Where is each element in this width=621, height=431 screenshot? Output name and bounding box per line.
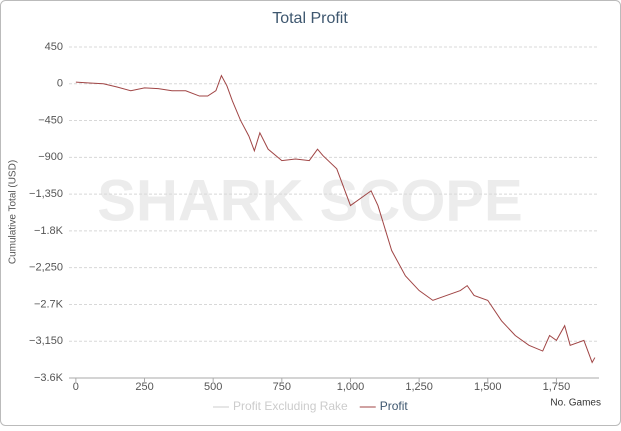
- x-tick-label: 1,500: [474, 381, 502, 393]
- x-tick-label: 250: [135, 381, 153, 393]
- legend-label: Profit: [380, 399, 409, 413]
- x-tick-label: 1,250: [405, 381, 433, 393]
- x-tick-label: 750: [273, 381, 291, 393]
- y-tick-label: 0: [57, 78, 63, 90]
- x-tick-label: 1,750: [543, 381, 571, 393]
- chart-title: Total Profit: [272, 10, 348, 27]
- legend-label: Profit Excluding Rake: [233, 399, 348, 413]
- y-tick-label: −1,350: [29, 188, 63, 200]
- x-tick-label: 500: [204, 381, 222, 393]
- y-tick-label: 450: [45, 41, 63, 53]
- x-axis-label: No. Games: [550, 398, 601, 409]
- y-tick-label: −2.7K: [34, 298, 64, 310]
- y-tick-label: −3,150: [29, 335, 63, 347]
- y-axis-label: Cumulative Total (USD): [8, 160, 19, 264]
- y-tick-label: −900: [38, 151, 63, 163]
- y-tick-label: −1.8K: [34, 225, 64, 237]
- x-tick-label: 0: [73, 381, 79, 393]
- y-tick-label: −3.6K: [34, 372, 64, 384]
- y-tick-label: −450: [38, 114, 63, 126]
- y-tick-label: −2,250: [29, 262, 63, 274]
- line: [75, 74, 596, 364]
- x-tick-label: 1,000: [337, 381, 365, 393]
- watermark: SHARK SCOPE: [97, 168, 522, 233]
